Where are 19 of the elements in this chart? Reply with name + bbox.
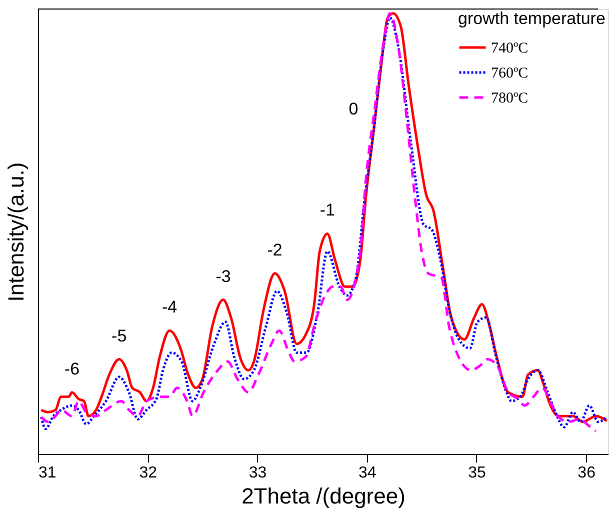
legend-label: 780ºC: [491, 90, 528, 106]
x-tick-label: 31: [38, 464, 56, 482]
x-tick-label: 36: [578, 464, 596, 482]
x-tick-label: 32: [139, 464, 158, 482]
annotation: -4: [162, 298, 178, 317]
legend-title: growth temperature: [458, 9, 606, 28]
annotation: 0: [348, 99, 358, 118]
x-tick-label: 33: [248, 464, 267, 482]
annotation: -6: [64, 359, 80, 378]
annotation: -1: [320, 200, 335, 220]
x-tick-label: 34: [358, 464, 376, 482]
legend-label: 760ºC: [491, 66, 528, 82]
x-tick-label: 35: [468, 464, 486, 482]
annotation: -5: [112, 326, 127, 346]
annotation: -3: [216, 266, 231, 286]
x-axis-title: 2Theta /(degree): [242, 484, 406, 508]
legend-label: 740ºC: [491, 40, 528, 56]
y-axis-title: Intensity/(a.u.): [4, 162, 28, 302]
annotation: -2: [267, 240, 282, 260]
